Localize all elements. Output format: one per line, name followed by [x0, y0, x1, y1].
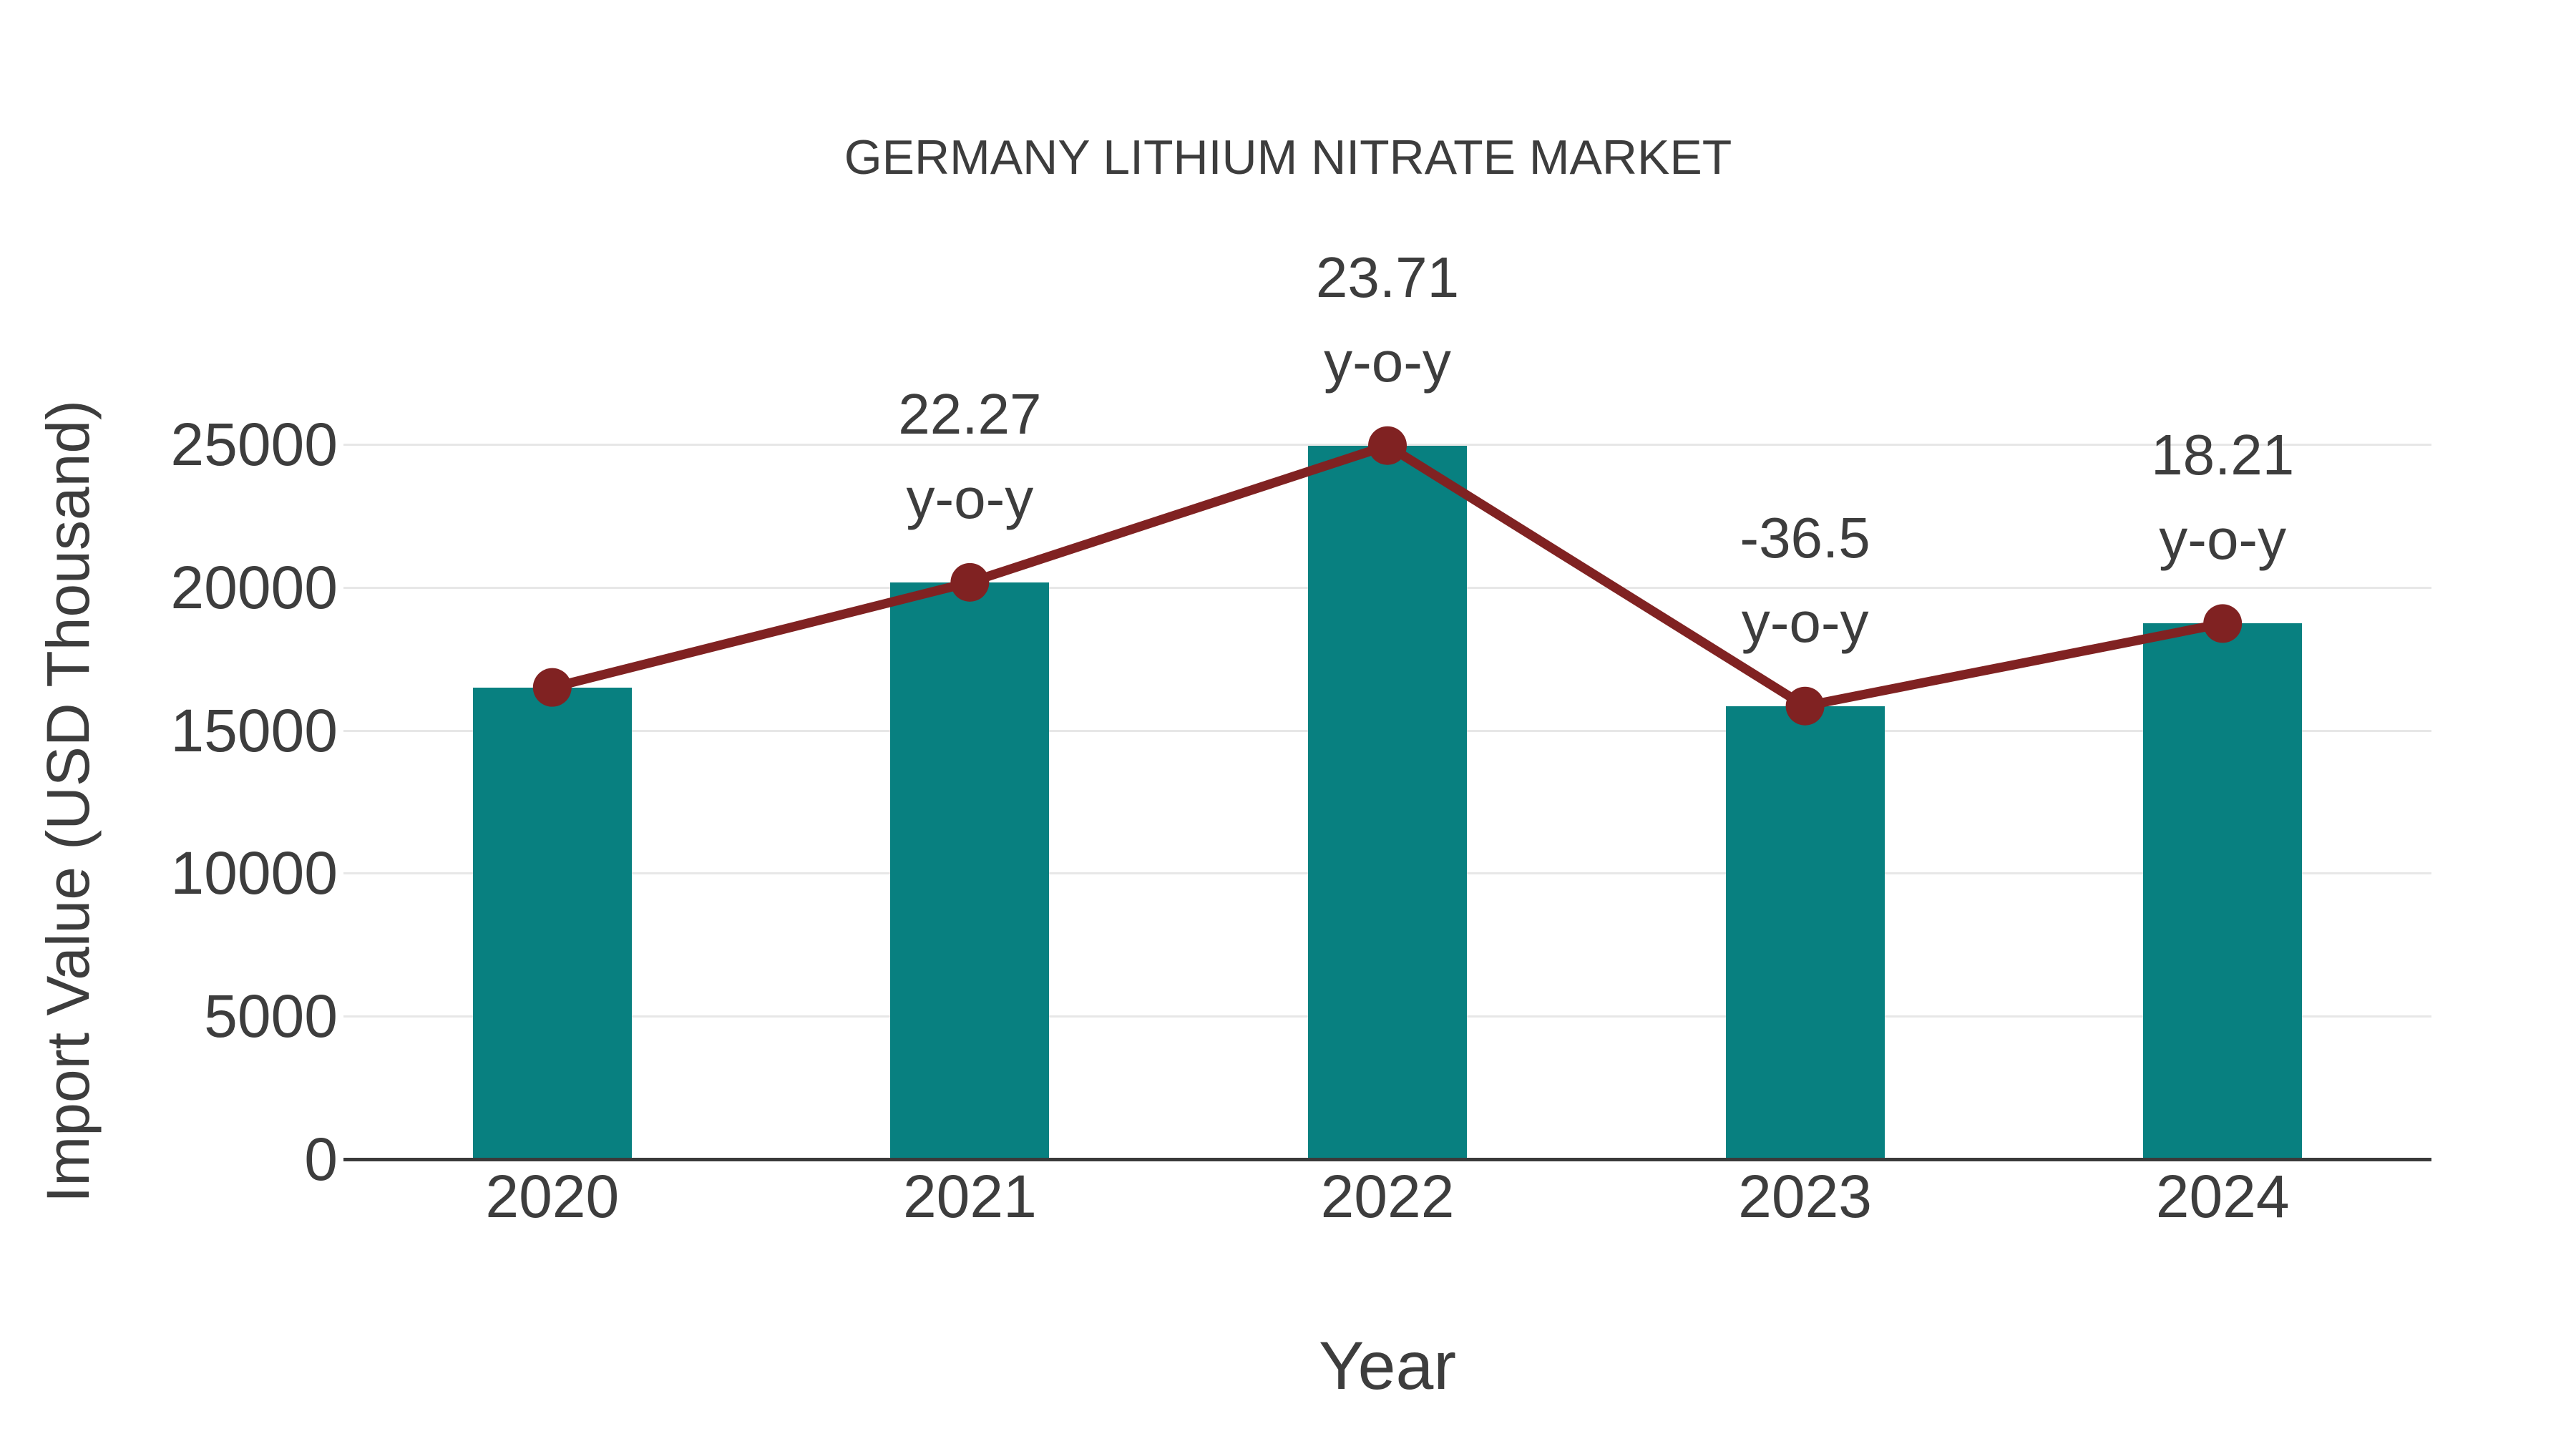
annotation-suffix-2022: y-o-y	[1324, 329, 1451, 394]
trend-marker-2023	[1785, 686, 1825, 726]
x-axis-line	[343, 1158, 2431, 1161]
bar-2022	[1308, 445, 1467, 1159]
bar-2020	[472, 687, 632, 1159]
y-tick-label-0: 0	[304, 1126, 338, 1193]
annotation-2021: 22.27 y-o-y	[769, 372, 1170, 541]
y-tick-label-10000: 10000	[170, 839, 338, 907]
x-axis-title: Year	[1319, 1328, 1456, 1404]
annotation-value-2024: 18.21	[2151, 423, 2295, 487]
annotation-suffix-2023: y-o-y	[1741, 590, 1869, 654]
annotation-value-2022: 23.71	[1315, 245, 1460, 309]
x-tick-label-2023: 2023	[1738, 1163, 1873, 1230]
x-tick-label-2024: 2024	[2155, 1163, 2290, 1230]
x-tick-label-2022: 2022	[1320, 1163, 1455, 1230]
bar-2023	[1725, 706, 1885, 1159]
bar-2024	[2143, 623, 2303, 1159]
trend-marker-2022	[1368, 426, 1407, 465]
y-tick-label-5000: 5000	[204, 982, 338, 1050]
trend-marker-2024	[2203, 604, 2243, 643]
x-tick-label-2021: 2021	[902, 1163, 1037, 1230]
trend-marker-2021	[950, 562, 990, 602]
y-tick-label-15000: 15000	[170, 696, 338, 764]
annotation-value-2023: -36.5	[1740, 505, 1870, 570]
annotation-value-2021: 22.27	[898, 381, 1042, 446]
annotation-2024: 18.21 y-o-y	[2022, 413, 2423, 582]
trend-marker-2020	[532, 668, 572, 707]
y-tick-label-25000: 25000	[170, 411, 338, 478]
x-tick-label-2020: 2020	[485, 1163, 620, 1230]
y-tick-label-20000: 20000	[170, 553, 338, 621]
annotation-2022: 23.71 y-o-y	[1187, 235, 1588, 404]
bar-2021	[890, 582, 1050, 1159]
annotation-2023: -36.5 y-o-y	[1605, 496, 2006, 665]
chart-title: GERMANY LITHIUM NITRATE MARKET	[844, 130, 1732, 185]
annotation-suffix-2021: y-o-y	[906, 466, 1034, 530]
annotation-suffix-2024: y-o-y	[2159, 507, 2287, 572]
